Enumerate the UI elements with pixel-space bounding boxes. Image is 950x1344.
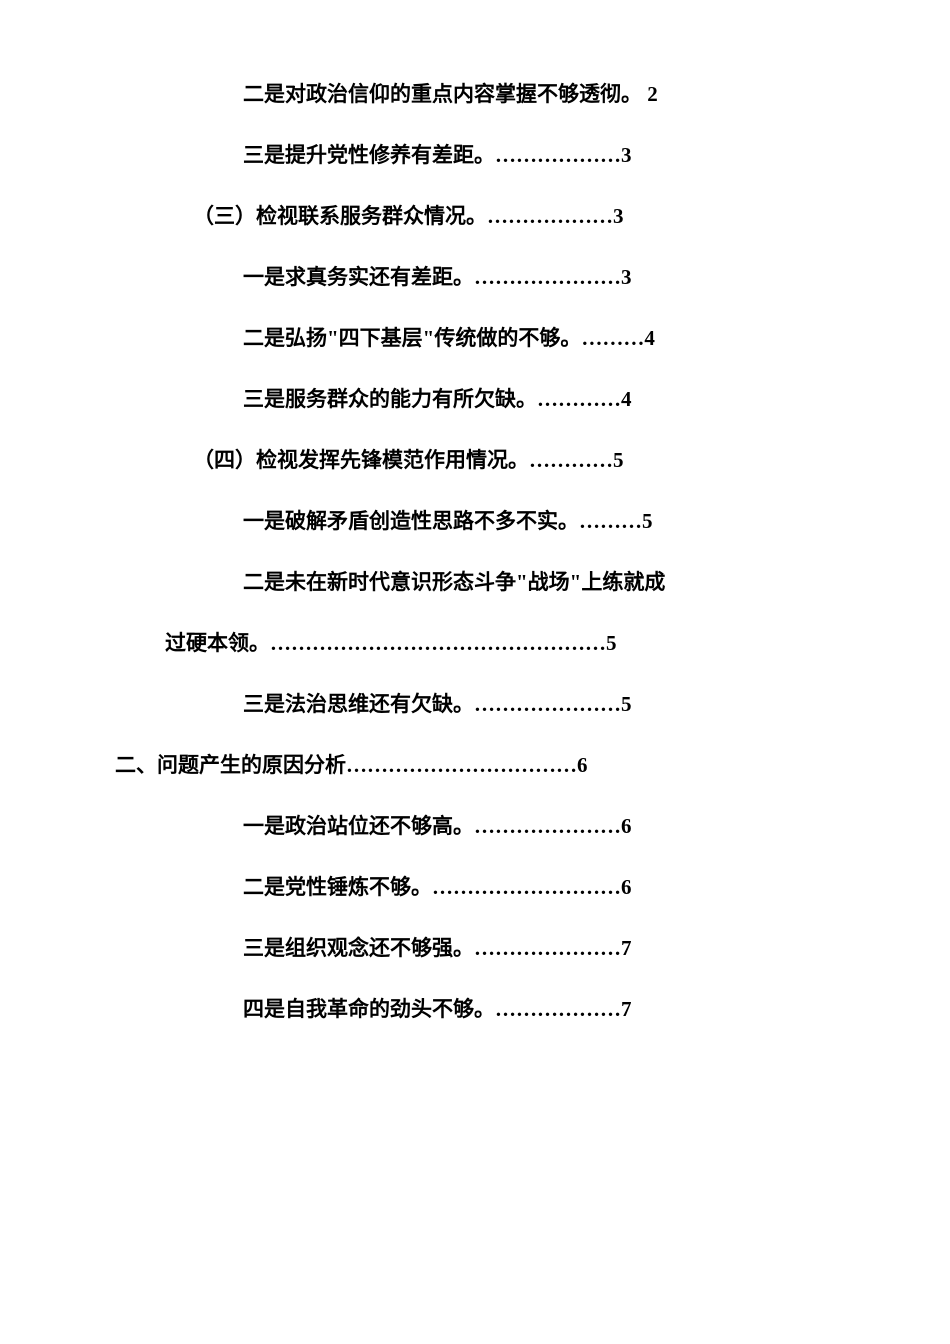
toc-entry: 一是求真务实还有差距。 ………………… 3 — [115, 261, 835, 291]
toc-page: 5 — [642, 509, 653, 534]
toc-entry: 四是自我革命的劲头不够。 ……………… 7 — [115, 993, 835, 1023]
toc-text: 二是弘扬"四下基层"传统做的不够。 — [243, 322, 581, 352]
toc-text: （四）检视发挥先锋模范作用情况。 — [193, 444, 529, 474]
toc-dots: ………………… — [474, 692, 621, 717]
toc-text: （三）检视联系服务群众情况。 — [193, 200, 487, 230]
toc-page: 7 — [621, 936, 632, 961]
toc-entry: 三是提升党性修养有差距。 ……………… 3 — [115, 139, 835, 169]
toc-entry: 三是组织观念还不够强。 ………………… 7 — [115, 932, 835, 962]
toc-page: 3 — [613, 204, 624, 229]
toc-text: 三是组织观念还不够强。 — [243, 932, 474, 962]
toc-text: 二是党性锤炼不够。 — [243, 871, 432, 901]
toc-page: 2 — [647, 82, 658, 107]
toc-dots: ……… — [581, 326, 644, 351]
toc-entry: 三是法治思维还有欠缺。 ………………… 5 — [115, 688, 835, 718]
toc-entry-wrapped: 二是未在新时代意识形态斗争"战场"上练就成 — [115, 566, 835, 596]
toc-dots: ………… — [529, 448, 613, 473]
toc-dots: ………… — [537, 387, 621, 412]
toc-dots: ………………… — [474, 936, 621, 961]
toc-entry: 一是政治站位还不够高。 ………………… 6 — [115, 810, 835, 840]
toc-entry: 二是党性锤炼不够。 ……………………… 6 — [115, 871, 835, 901]
toc-text: 四是自我革命的劲头不够。 — [243, 993, 495, 1023]
toc-entry: 二是对政治信仰的重点内容掌握不够透彻。 2 — [115, 78, 835, 108]
toc-dots: ………………… — [474, 265, 621, 290]
toc-entry-continuation: 过硬本领。 ………………………………………… 5 — [115, 627, 835, 657]
table-of-contents: 二是对政治信仰的重点内容掌握不够透彻。 2 三是提升党性修养有差距。 ……………… — [115, 78, 835, 1023]
toc-text: 一是政治站位还不够高。 — [243, 810, 474, 840]
toc-page: 5 — [621, 692, 632, 717]
toc-page: 3 — [621, 143, 632, 168]
toc-text: 三是服务群众的能力有所欠缺。 — [243, 383, 537, 413]
toc-entry: 二、问题产生的原因分析 …………………………… 6 — [115, 749, 835, 779]
toc-entry: （三）检视联系服务群众情况。 ……………… 3 — [115, 200, 835, 230]
toc-page: 6 — [577, 753, 588, 778]
toc-text: 三是法治思维还有欠缺。 — [243, 688, 474, 718]
toc-dots: ……………………… — [432, 875, 621, 900]
toc-page: 3 — [621, 265, 632, 290]
toc-dots: ……………… — [495, 997, 621, 1022]
toc-text: 过硬本领。 — [165, 627, 270, 657]
toc-dots: ……… — [579, 509, 642, 534]
toc-dots: ………………… — [474, 814, 621, 839]
toc-page: 5 — [613, 448, 624, 473]
toc-text: 一是求真务实还有差距。 — [243, 261, 474, 291]
toc-page: 7 — [621, 997, 632, 1022]
toc-text: 二是未在新时代意识形态斗争"战场"上练就成 — [243, 566, 665, 596]
toc-text: 三是提升党性修养有差距。 — [243, 139, 495, 169]
toc-dots: ………………………………………… — [270, 631, 606, 656]
toc-entry: 一是破解矛盾创造性思路不多不实。 ……… 5 — [115, 505, 835, 535]
toc-page: 5 — [606, 631, 617, 656]
toc-dots: ……………… — [495, 143, 621, 168]
toc-page: 6 — [621, 814, 632, 839]
toc-text: 一是破解矛盾创造性思路不多不实。 — [243, 505, 579, 535]
toc-dots: …………………………… — [346, 753, 577, 778]
toc-dots: ……………… — [487, 204, 613, 229]
toc-text: 二是对政治信仰的重点内容掌握不够透彻。 — [243, 78, 642, 108]
toc-text: 二、问题产生的原因分析 — [115, 749, 346, 779]
toc-page: 4 — [644, 326, 655, 351]
toc-entry: 三是服务群众的能力有所欠缺。 ………… 4 — [115, 383, 835, 413]
toc-page: 6 — [621, 875, 632, 900]
toc-page: 4 — [621, 387, 632, 412]
toc-entry: 二是弘扬"四下基层"传统做的不够。 ……… 4 — [115, 322, 835, 352]
toc-entry: （四）检视发挥先锋模范作用情况。 ………… 5 — [115, 444, 835, 474]
